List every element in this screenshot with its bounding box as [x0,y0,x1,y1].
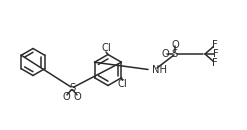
Text: O: O [63,92,70,102]
Text: S: S [172,49,178,59]
Text: NH: NH [152,65,167,75]
Text: Cl: Cl [101,43,111,53]
Text: F: F [212,40,217,50]
Text: F: F [213,49,219,59]
Text: O: O [74,92,81,102]
Text: O: O [171,40,179,50]
Text: Cl: Cl [118,79,127,89]
Text: F: F [212,58,217,68]
Text: O: O [162,49,169,59]
Text: S: S [69,83,75,93]
